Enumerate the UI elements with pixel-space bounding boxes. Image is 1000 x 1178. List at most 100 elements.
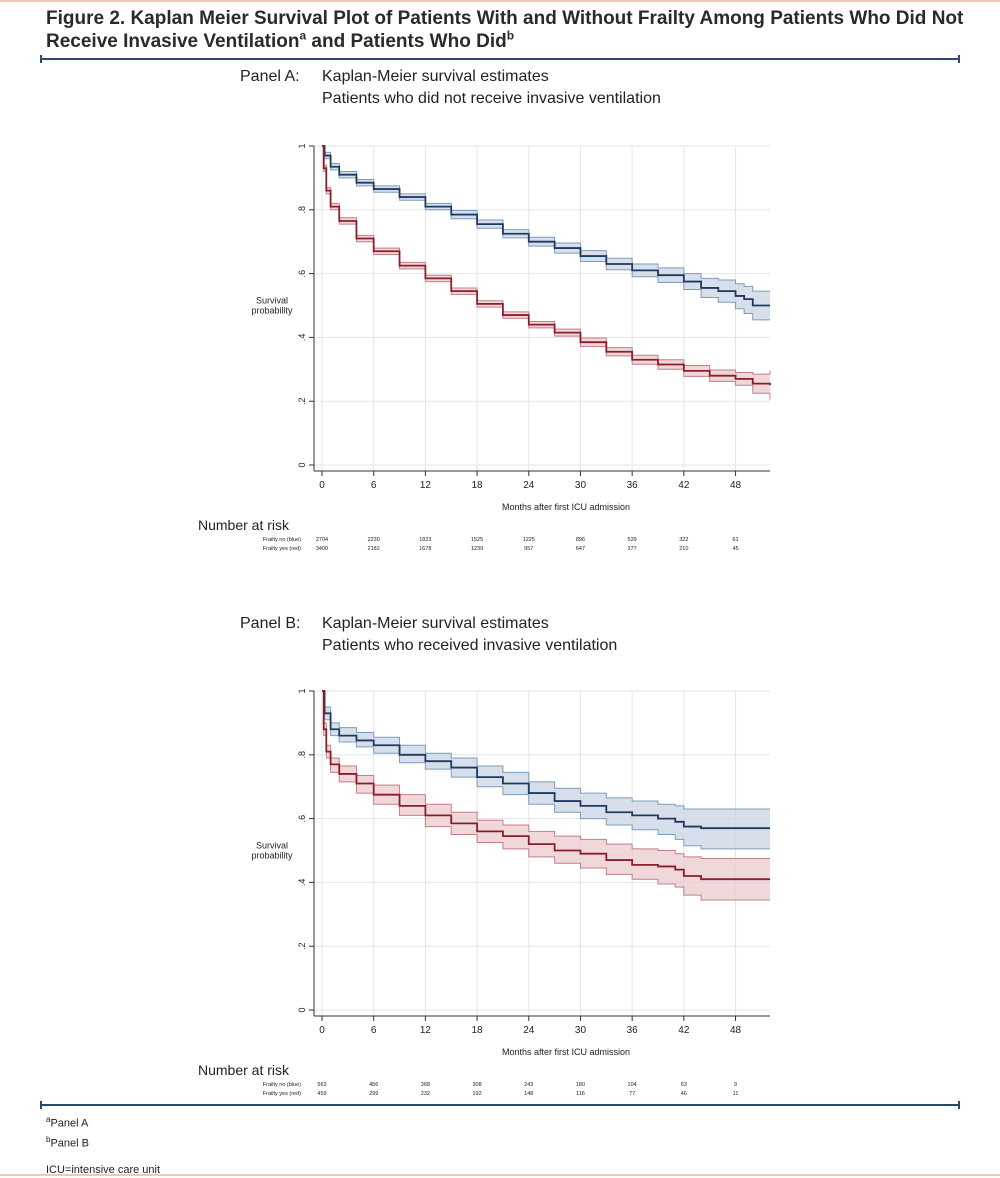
panel-b-risk-row-1-label: Frailty yes (red) <box>263 1091 301 1097</box>
top-accent-line <box>0 0 1000 2</box>
panel-a-risk-row-0-value-7: 322 <box>679 537 688 543</box>
panel-b-xtick-label-3: 18 <box>472 1025 484 1036</box>
panel-b-risk-row-0-value-6: 104 <box>628 1082 637 1088</box>
panel-b-risk-row-1-value-5: 116 <box>576 1091 585 1097</box>
panel-a-risk-row-0-value-5: 896 <box>576 537 585 543</box>
panel-a-xlabel: Months after first ICU admission <box>502 502 630 512</box>
panel-a-label: Panel A: <box>240 68 300 85</box>
panel-b-risk-row-0-value-2: 368 <box>421 1082 430 1088</box>
panel-b-series-1-ci-upper <box>322 690 770 859</box>
panel-a-xtick-label-4: 24 <box>523 480 535 491</box>
figure-title-main: Figure 2. Kaplan Meier Survival Plot of … <box>46 8 964 52</box>
panel-b-series-1-line <box>322 690 770 881</box>
panel-b-risk-row-0-value-1: 456 <box>369 1082 378 1088</box>
figure-title-mid: and Patients Who Did <box>306 31 507 52</box>
panel-a-risk-row-0-value-3: 1525 <box>471 537 483 543</box>
panel-a-risk-row-1-value-6: 377 <box>628 546 637 552</box>
panel-b-xlabel: Months after first ICU admission <box>502 1047 630 1057</box>
panel-a-risk-row-0-label: Frailty no (blue) <box>263 537 301 543</box>
panel-a-risk-title: Number at risk <box>198 517 290 533</box>
panel-a-xtick-label-8: 48 <box>730 480 742 491</box>
panel-b-risk-row-0-value-0: 563 <box>317 1082 326 1088</box>
panel-a-risk-row-1-label: Frailty yes (red) <box>263 546 301 552</box>
panel-a-ytick-label-0: 0 <box>297 462 307 467</box>
panel-b-title: Kaplan-Meier survival estimates <box>322 615 549 632</box>
panel-a-title: Kaplan-Meier survival estimates <box>322 68 549 85</box>
panel-b-xtick-label-4: 24 <box>523 1025 535 1036</box>
panel-a-xtick-label-3: 18 <box>472 480 484 491</box>
panel-a-series-0-ci-upper <box>322 145 770 292</box>
panel-a-risk-row-1-value-8: 45 <box>732 546 738 552</box>
panel-a-risk-row-0-value-2: 1823 <box>419 537 431 543</box>
bottom-accent-line <box>0 1174 1000 1176</box>
panel-a-ylabel-line1: Survival <box>256 296 288 306</box>
panel-a-xtick-label-1: 6 <box>371 480 377 491</box>
panel-a-xtick-label-2: 12 <box>420 480 432 491</box>
panel-a-risk-row-0-value-8: 61 <box>732 537 738 543</box>
panel-a-risk-row-1-value-4: 957 <box>524 546 533 552</box>
panel-b-xtick-label-0: 0 <box>319 1025 325 1036</box>
footnote-a-text: Panel A <box>50 1117 89 1130</box>
panel-b-risk-row-1-value-0: 459 <box>317 1091 326 1097</box>
panel-a-subtitle: Patients who did not receive invasive ve… <box>322 90 661 107</box>
panel-a-ytick-label-4: .8 <box>297 206 307 214</box>
panel-b-ytick-label-2: .4 <box>297 879 307 887</box>
figure-title-sup-b: b <box>506 28 515 43</box>
panel-b-risk-row-1-value-2: 232 <box>421 1091 430 1097</box>
panel-b-risk-row-0-value-7: 63 <box>681 1082 687 1088</box>
panel-b-risk-row-1-value-8: 11 <box>733 1091 739 1097</box>
panel-a-xtick-label-5: 30 <box>575 480 587 491</box>
panel-b-xtick-label-2: 12 <box>420 1025 432 1036</box>
panel-b-ytick-label-1: .2 <box>297 942 307 950</box>
panel-a-risk-row-0-value-0: 2704 <box>316 537 328 543</box>
panel-b-label: Panel B: <box>240 615 301 632</box>
panel-a-ylabel-line2: probability <box>251 306 293 316</box>
panel-b-ylabel-line1: Survival <box>256 841 288 851</box>
panel-b-risk-row-0-value-5: 180 <box>576 1082 585 1088</box>
panel-b-series-0-ci-band <box>322 691 770 849</box>
panel-a-risk-row-1-value-1: 2182 <box>368 546 380 552</box>
figure-title-sup-a: a <box>299 28 307 43</box>
panel-a-xtick-label-0: 0 <box>319 480 325 491</box>
panel-b-xtick-label-7: 42 <box>678 1025 690 1036</box>
panel-b-risk-row-1-value-4: 148 <box>524 1091 533 1097</box>
panel-a-series-1-ci-upper <box>322 145 771 375</box>
panel-a-series-0-ci-band <box>322 146 770 320</box>
panel-a-series-1-line <box>322 145 771 386</box>
panel-b-series-0-line <box>322 690 770 830</box>
panel-b-ytick-label-3: .6 <box>297 815 307 823</box>
panel-b-ylabel-line2: probability <box>251 851 293 861</box>
panel-a-risk-row-1-value-7: 210 <box>679 546 688 552</box>
footer-rule <box>40 1101 960 1109</box>
panel-a-ytick-label-1: .2 <box>297 397 307 405</box>
footnote-a: aPanel A <box>46 1112 160 1132</box>
panel-b-ytick-label-4: .8 <box>297 751 307 759</box>
panel-a-risk-row-0-value-6: 539 <box>628 537 637 543</box>
panel-b-risk-row-1-value-1: 299 <box>369 1091 378 1097</box>
panel-a-risk-row-1-value-0: 3400 <box>316 546 328 552</box>
figure-title: Figure 2. Kaplan Meier Survival Plot of … <box>46 7 966 53</box>
panel-a-ytick-label-2: .4 <box>297 334 307 342</box>
footnote-b-text: Panel B <box>50 1137 89 1150</box>
panel-a-series-1-ci-band <box>322 146 770 400</box>
panel-b-xtick-label-1: 6 <box>371 1025 377 1036</box>
panel-b-risk-row-0-label: Frailty no (blue) <box>263 1082 301 1088</box>
footnotes: aPanel A bPanel B ICU=intensive care uni… <box>46 1112 160 1178</box>
panel-a-risk-row-1-value-3: 1239 <box>471 546 483 552</box>
panel-b-xtick-label-6: 36 <box>627 1025 639 1036</box>
panel-b-risk-row-1-value-3: 192 <box>472 1091 481 1097</box>
panel-a-ytick-label-5: 1 <box>297 143 307 148</box>
panel-a-series-1-ci-lower <box>322 145 771 400</box>
footnote-b-mark: b <box>46 1134 51 1144</box>
panel-b-subtitle: Patients who received invasive ventilati… <box>322 637 618 654</box>
panel-b-risk-row-0-value-3: 308 <box>472 1082 481 1088</box>
footnote-b: bPanel B <box>46 1132 160 1152</box>
panel-a-xtick-label-6: 36 <box>627 480 639 491</box>
panel-a-risk-row-1-value-2: 1678 <box>419 546 431 552</box>
panel-a-risk-row-0-value-1: 2230 <box>368 537 380 543</box>
panel-b-risk-row-0-value-8: 9 <box>734 1082 737 1088</box>
panel-b-xtick-label-8: 48 <box>730 1025 742 1036</box>
panel-a-risk-row-0-value-4: 1225 <box>523 537 535 543</box>
panel-b-risk-title: Number at risk <box>198 1062 290 1078</box>
panel-a-risk-row-1-value-5: 647 <box>576 546 585 552</box>
